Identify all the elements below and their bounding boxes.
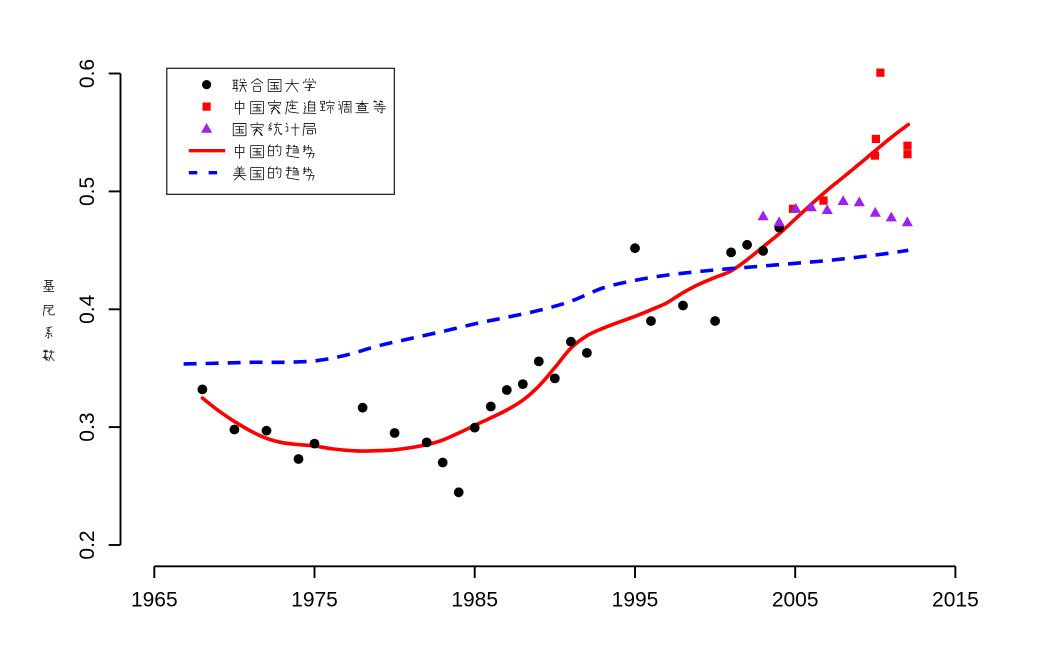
svg-text:0.3: 0.3 <box>76 412 99 441</box>
svg-text:0.2: 0.2 <box>76 530 99 559</box>
svg-text:2005: 2005 <box>772 589 819 612</box>
svg-text:0.5: 0.5 <box>76 177 99 206</box>
svg-text:0.6: 0.6 <box>76 59 99 88</box>
svg-text:2015: 2015 <box>932 589 979 612</box>
svg-text:1985: 1985 <box>451 589 498 612</box>
svg-text:1975: 1975 <box>291 589 338 612</box>
svg-text:0.4: 0.4 <box>76 294 99 324</box>
svg-text:1965: 1965 <box>131 589 178 612</box>
svg-text:1995: 1995 <box>612 589 659 612</box>
